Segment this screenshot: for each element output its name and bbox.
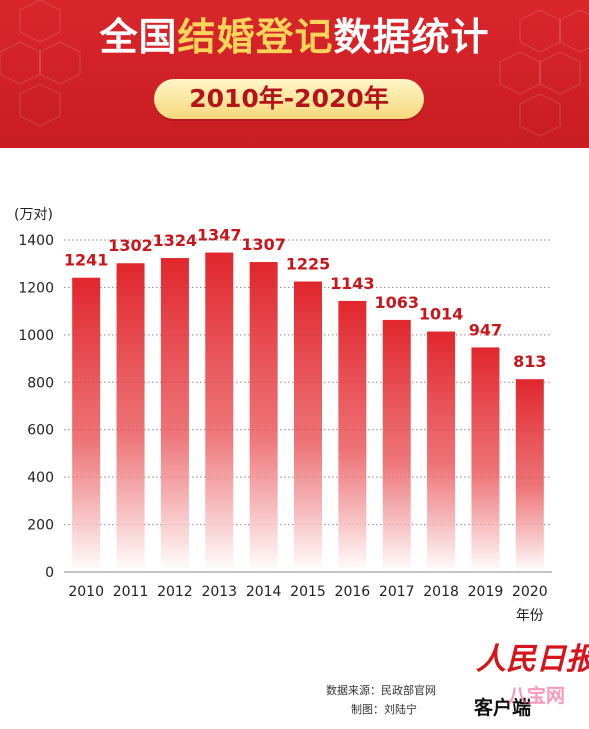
x-tick-label: 2011 <box>113 584 149 600</box>
date-range-badge: 2010年-2020年 <box>154 79 424 119</box>
x-tick-label: 2010 <box>68 584 104 600</box>
publisher-logo: 人民日报 <box>476 642 589 677</box>
bar <box>338 300 367 572</box>
bar <box>294 281 322 572</box>
bar-value-label: 1307 <box>241 235 286 254</box>
y-tick-label: 1000 <box>18 328 54 344</box>
bar-value-label: 1063 <box>374 293 419 312</box>
data-source-note: 数据来源：民政部官网 <box>326 684 436 697</box>
bar-value-label: 1241 <box>64 251 109 270</box>
bar-value-label: 1014 <box>419 305 464 324</box>
watermark-text: 八宝网 <box>508 685 566 707</box>
bar-value-label: 813 <box>513 352 546 371</box>
publisher-logo-sub: 客户端 <box>474 697 532 719</box>
bar <box>382 319 411 572</box>
x-axis-label: 年份 <box>516 608 544 624</box>
y-tick-label: 1200 <box>18 280 54 296</box>
y-tick-label: 1400 <box>18 233 54 249</box>
y-tick-label: 800 <box>27 375 54 391</box>
x-tick-label: 2015 <box>290 584 326 600</box>
x-tick-label: 2014 <box>246 584 282 600</box>
hexagon-pattern <box>0 0 589 137</box>
bar <box>205 252 234 572</box>
bar <box>116 263 145 572</box>
x-tick-label: 2020 <box>512 584 548 600</box>
chart-credit: 制图：刘陆宁 <box>351 703 417 716</box>
bar <box>515 379 544 572</box>
x-tick-label: 2019 <box>468 584 504 600</box>
page-title: 全国结婚登记数据统计 <box>99 15 490 59</box>
y-tick-label: 400 <box>27 470 54 486</box>
x-tick-label: 2016 <box>335 584 371 600</box>
y-axis-unit-label: (万对) <box>14 207 53 223</box>
y-tick-label: 600 <box>27 423 54 439</box>
bar-value-label: 1143 <box>330 274 375 293</box>
y-tick-label: 200 <box>27 518 54 534</box>
header-banner: 全国结婚登记数据统计 2010年-2020年 <box>0 0 589 148</box>
bar-value-label: 1324 <box>153 231 198 250</box>
bar-value-label: 1347 <box>197 226 242 245</box>
bar <box>427 331 456 572</box>
bar <box>249 262 278 572</box>
bar-value-label: 947 <box>469 320 502 339</box>
bar <box>471 347 500 572</box>
y-tick-label: 0 <box>45 565 54 581</box>
x-tick-label: 2013 <box>201 584 237 600</box>
bar-value-label: 1302 <box>108 236 153 255</box>
bar <box>160 258 189 572</box>
bar-value-label: 1225 <box>286 255 331 274</box>
x-tick-label: 2018 <box>423 584 459 600</box>
bar <box>72 277 101 572</box>
x-tick-label: 2017 <box>379 584 415 600</box>
x-tick-label: 2012 <box>157 584 193 600</box>
